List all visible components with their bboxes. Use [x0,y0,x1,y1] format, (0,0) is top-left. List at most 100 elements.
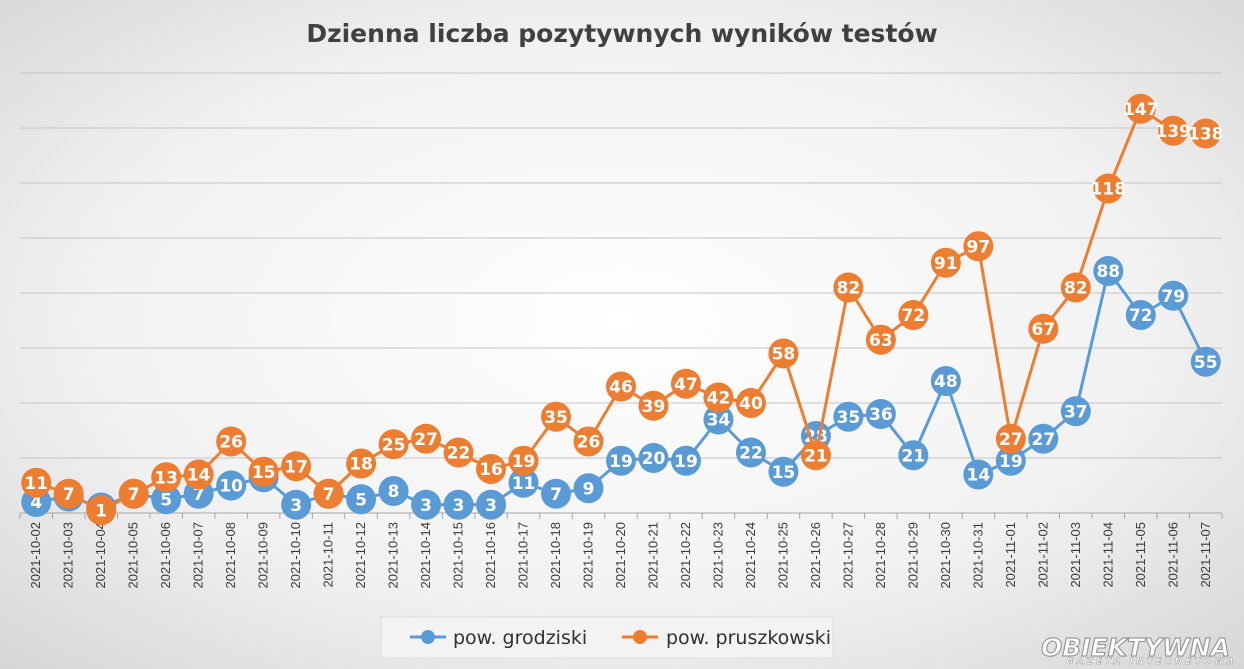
data-point [963,231,994,262]
x-tick-label: 2021-10-18 [548,522,563,589]
data-label: 97 [967,237,991,257]
data-label: 138 [1188,125,1224,145]
data-point [151,484,182,515]
watermark-line1: OBIEKTYWNA [1041,633,1230,662]
data-point [281,451,312,482]
data-point [216,470,247,501]
data-point [963,459,994,490]
data-label: 55 [1194,353,1218,373]
data-point [735,388,766,418]
x-tick-label: 2021-10-12 [353,522,368,589]
data-label: 3 [485,496,497,516]
data-label: 39 [642,397,666,417]
data-label: 27 [999,430,1023,450]
gridlines [20,72,1222,459]
legend: pow. grodziski pow. pruszkowski [380,616,834,659]
data-label: 7 [63,485,75,505]
legend-marker-grodziski [421,630,435,644]
data-label: 34 [707,411,731,431]
data-point [151,462,182,493]
data-label: 27 [414,430,438,450]
x-tick-label: 2021-10-06 [158,522,173,589]
x-tick-label: 2021-10-07 [191,522,206,589]
data-label: 82 [837,279,861,299]
x-tick-label: 2021-10-28 [873,522,888,589]
data-label: 9 [583,479,595,499]
x-tick-label: 2021-10-22 [678,522,693,589]
data-point [346,484,377,515]
data-point [313,478,344,509]
data-label: 46 [609,378,633,398]
data-point [476,489,507,520]
data-point [1093,256,1124,286]
data-point [670,445,701,476]
data-label: 14 [187,466,211,486]
data-point [638,443,669,473]
chart-title: Dzienna liczba pozytywnych wyników testó… [306,19,937,48]
data-point [1093,173,1124,204]
data-point [281,489,312,520]
data-point [995,423,1026,454]
data-point [346,448,377,479]
data-point [768,456,799,487]
data-point [865,399,896,429]
data-point [443,437,474,468]
data-point [703,404,734,435]
x-tick-label: 2021-10-27 [840,522,855,589]
data-point [833,272,864,303]
data-point [541,401,572,432]
data-point [1158,115,1189,146]
data-point [606,371,636,402]
data-label: 7 [550,485,562,505]
x-axis: 2021-10-02 2021-10-03 2021-10-04 2021-10-05… [19,512,1223,589]
data-label: 36 [869,405,893,425]
data-point [898,300,929,330]
data-label: 10 [219,477,243,497]
data-point [735,437,766,468]
data-label: 26 [219,433,243,453]
data-point [670,368,701,399]
data-label: 118 [1091,180,1127,200]
data-label: 79 [1161,287,1185,307]
data-label: 19 [999,452,1023,472]
x-tick-label: 2021-10-21 [645,522,660,589]
data-point [573,426,604,457]
data-point [1028,423,1059,454]
data-point [606,445,636,476]
data-label: 72 [1129,306,1153,326]
data-label: 3 [420,496,432,516]
x-tick-label: 2021-10-17 [516,522,531,589]
x-tick-label: 2021-10-19 [581,522,596,589]
data-label: 20 [642,449,666,469]
data-label: 18 [349,455,373,475]
watermark-line2: GAZETA INTERNETOWA [1066,657,1237,667]
data-label: 47 [674,375,698,395]
x-tick-label: 2021-10-08 [223,522,238,589]
x-tick-label: 2021-10-29 [905,522,920,589]
data-label: 8 [388,482,400,502]
x-tick-label: 2021-10-15 [451,522,466,589]
x-tick-label: 2021-10-23 [710,522,725,589]
data-label: 48 [934,372,958,392]
data-point [1028,313,1059,344]
data-label: 5 [160,490,172,510]
x-tick-label: 2021-10-31 [970,522,985,589]
data-label: 14 [967,466,991,486]
data-point [833,401,864,432]
data-point [1158,280,1189,311]
data-point [378,429,409,460]
data-point [1190,118,1221,149]
data-point [865,324,896,355]
data-label: 16 [479,460,503,480]
data-label: 17 [284,457,308,477]
data-point [541,478,572,509]
x-tick-label: 2021-10-30 [938,522,953,589]
data-label: 7 [323,485,335,505]
data-point [1125,300,1156,330]
x-tick-label: 2021-10-14 [418,522,433,589]
x-tick-label: 2021-10-16 [483,522,498,589]
data-point [378,476,409,506]
data-point [216,426,247,457]
